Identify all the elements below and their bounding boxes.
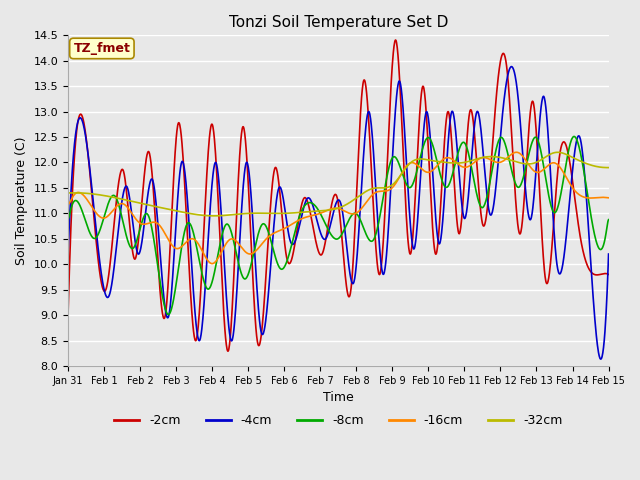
-32cm [106, 194, 114, 200]
Legend: -2cm, -4cm, -8cm, -16cm, -32cm: -2cm, -4cm, -8cm, -16cm, -32cm [109, 409, 568, 432]
-16cm [372, 190, 380, 195]
-2cm [64, 312, 72, 318]
-16cm [513, 149, 520, 155]
-8cm [305, 200, 313, 205]
-32cm [305, 209, 313, 215]
-2cm [315, 249, 323, 255]
-2cm [392, 37, 399, 43]
-2cm [294, 223, 301, 229]
-8cm [106, 197, 114, 203]
-8cm [128, 246, 136, 252]
-8cm [570, 133, 578, 139]
-4cm [106, 290, 114, 296]
-16cm [128, 210, 136, 216]
X-axis label: Time: Time [323, 391, 354, 404]
-4cm [128, 212, 136, 218]
-16cm [209, 261, 216, 266]
-4cm [314, 222, 322, 228]
-4cm [372, 183, 380, 189]
-8cm [294, 219, 301, 225]
-4cm [508, 64, 515, 70]
-16cm [305, 214, 313, 219]
-8cm [315, 208, 323, 214]
-32cm [554, 149, 561, 155]
-4cm [605, 251, 612, 257]
-32cm [210, 213, 218, 219]
-4cm [596, 356, 604, 362]
-2cm [128, 243, 136, 249]
-2cm [106, 263, 114, 269]
Line: -8cm: -8cm [68, 136, 609, 314]
-4cm [305, 195, 312, 201]
-2cm [305, 204, 313, 209]
-8cm [372, 231, 380, 237]
Line: -2cm: -2cm [68, 40, 609, 351]
Line: -16cm: -16cm [68, 152, 609, 264]
Y-axis label: Soil Temperature (C): Soil Temperature (C) [15, 136, 28, 265]
-16cm [64, 202, 72, 207]
-32cm [605, 165, 612, 170]
-2cm [372, 246, 380, 252]
-16cm [106, 211, 114, 217]
-16cm [605, 195, 612, 201]
-32cm [64, 190, 72, 196]
-4cm [64, 251, 72, 257]
-32cm [315, 208, 323, 214]
-8cm [605, 217, 612, 223]
Line: -4cm: -4cm [68, 67, 609, 359]
Text: TZ_fmet: TZ_fmet [74, 42, 131, 55]
-32cm [128, 198, 136, 204]
-32cm [372, 185, 380, 191]
-2cm [605, 272, 612, 277]
-32cm [294, 210, 301, 216]
Line: -32cm: -32cm [68, 152, 609, 216]
-8cm [64, 216, 72, 222]
-2cm [224, 348, 232, 354]
-16cm [294, 218, 301, 224]
-8cm [164, 312, 172, 317]
-4cm [294, 231, 301, 237]
Title: Tonzi Soil Temperature Set D: Tonzi Soil Temperature Set D [228, 15, 448, 30]
-16cm [315, 211, 323, 217]
